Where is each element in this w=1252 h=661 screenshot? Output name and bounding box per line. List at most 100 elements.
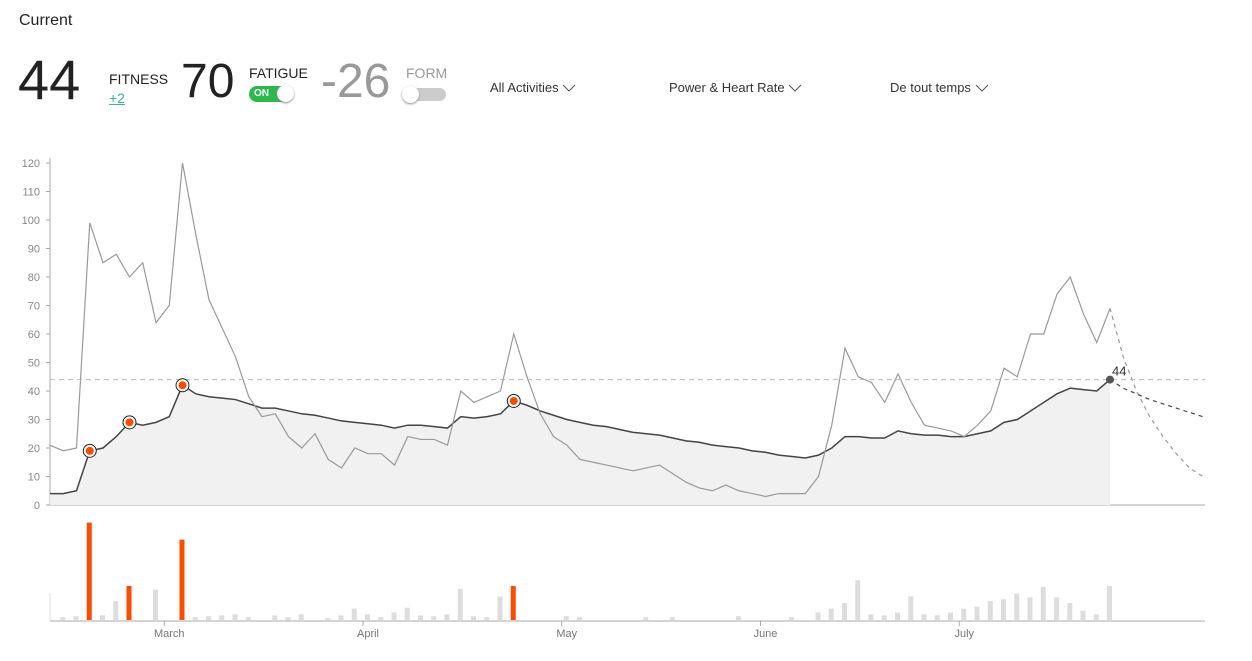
- fitness-change[interactable]: +2: [109, 90, 125, 106]
- bar: [934, 615, 940, 620]
- y-tick-label: 10: [28, 472, 40, 484]
- bar: [497, 596, 503, 620]
- bar: [457, 588, 463, 620]
- title: Current: [19, 12, 73, 29]
- bar: [815, 612, 821, 620]
- metrics-dropdown[interactable]: Power & Heart Rate: [669, 80, 802, 95]
- bar: [378, 617, 384, 620]
- bar: [974, 606, 980, 620]
- bar: [285, 617, 291, 620]
- bar: [444, 614, 450, 620]
- bar: [73, 616, 79, 620]
- bar: [987, 601, 993, 620]
- marker: [125, 418, 134, 427]
- bar: [736, 616, 741, 620]
- bar: [643, 617, 649, 620]
- bar: [245, 617, 251, 620]
- y-tick-label: 70: [28, 301, 40, 313]
- dropdown-text: All Activities: [490, 80, 559, 95]
- bar: [895, 612, 900, 620]
- y-tick-label: 30: [28, 415, 40, 427]
- x-tick-label: July: [954, 628, 974, 640]
- dropdown-text: Power & Heart Rate: [669, 80, 785, 95]
- x-tick-label: June: [754, 628, 778, 640]
- y-tick-label: 50: [28, 358, 40, 370]
- y-tick-label: 0: [34, 500, 40, 512]
- bar: [921, 614, 927, 620]
- bar: [855, 580, 861, 620]
- bar: [961, 608, 967, 620]
- bar: [206, 616, 211, 620]
- bar: [298, 614, 304, 620]
- y-tick-label: 40: [28, 386, 40, 398]
- bar: [351, 608, 357, 620]
- form-value: -26: [321, 55, 391, 108]
- line: [50, 379, 1111, 495]
- marker: [85, 446, 94, 455]
- toggle-knob: [277, 85, 294, 102]
- bar: [828, 608, 834, 620]
- bar: [391, 612, 397, 620]
- bar: [418, 615, 423, 620]
- bar: [1001, 599, 1006, 620]
- fatigue-label: FATIGUE: [249, 65, 308, 81]
- fitness-label: FITNESS: [109, 71, 169, 87]
- bar: [1014, 593, 1020, 620]
- current-label: 44: [1112, 364, 1126, 379]
- activities-dropdown[interactable]: All Activities: [490, 80, 576, 95]
- bar: [431, 616, 437, 620]
- range-dropdown[interactable]: De tout temps: [890, 80, 989, 95]
- x-tick-label: April: [357, 628, 379, 640]
- bar: [338, 615, 344, 620]
- y-tick-label: 120: [22, 158, 40, 170]
- chevron: [788, 84, 802, 92]
- y-tick-label: 80: [28, 272, 40, 284]
- x-tick-label: March: [154, 628, 185, 640]
- bar: [126, 585, 132, 620]
- bar: [86, 522, 92, 620]
- bar: [789, 617, 794, 620]
- bar: [192, 617, 198, 620]
- bar: [404, 607, 410, 620]
- bar: [1107, 585, 1112, 620]
- marker: [509, 396, 518, 405]
- line: [1109, 308, 1204, 478]
- marker: [178, 381, 187, 390]
- fatigue-value: 70: [181, 55, 235, 108]
- bar: [908, 596, 914, 620]
- bar: [325, 618, 331, 620]
- y-tick-label: 100: [22, 215, 40, 227]
- bar: [100, 615, 105, 620]
- bar: [113, 601, 119, 620]
- fatigue-toggle[interactable]: ON: [249, 85, 294, 102]
- bar: [948, 612, 953, 620]
- bar: [669, 617, 675, 620]
- toggle-text: ON: [254, 88, 269, 99]
- bar: [1027, 597, 1033, 620]
- chevron: [562, 84, 576, 92]
- dropdown-text: De tout temps: [890, 80, 971, 95]
- y-tick-label: 20: [28, 443, 40, 455]
- bar: [365, 614, 370, 620]
- bar: [232, 614, 238, 620]
- bar: [1093, 614, 1099, 620]
- fitness-value: 44: [18, 48, 81, 111]
- form-toggle[interactable]: [402, 86, 446, 103]
- bar: [1080, 610, 1086, 620]
- line: [1109, 379, 1203, 418]
- bar: [868, 614, 874, 620]
- bar: [881, 615, 887, 620]
- bar: [484, 617, 490, 620]
- bar: [153, 589, 158, 620]
- bar: [1040, 586, 1046, 620]
- bar: [563, 616, 569, 620]
- marker-ring: [175, 378, 190, 393]
- marker-ring: [122, 415, 137, 430]
- area: [50, 379, 1110, 505]
- chevron: [975, 84, 988, 92]
- current-dot: [1106, 375, 1114, 384]
- line: [49, 162, 1111, 498]
- bar: [60, 617, 66, 620]
- y-tick-label: 90: [28, 244, 40, 256]
